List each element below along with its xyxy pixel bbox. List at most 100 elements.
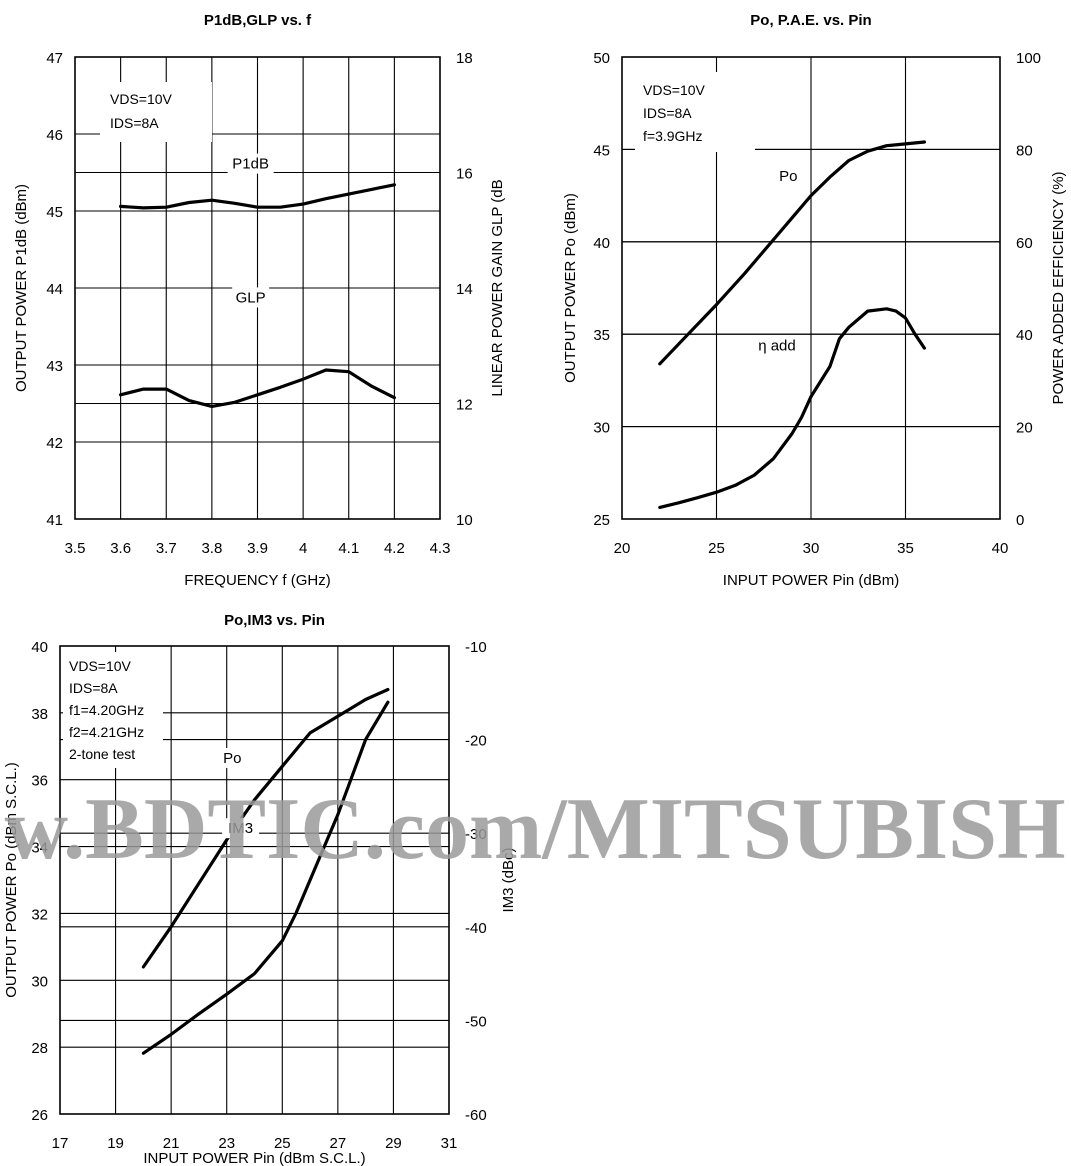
- y2-tick-label: 0: [1016, 512, 1024, 529]
- y-tick-label: 50: [593, 50, 610, 67]
- y-tick-label: 35: [593, 327, 610, 344]
- chart-title: Po,IM3 vs. Pin: [224, 612, 325, 629]
- series-label-bg: [222, 818, 260, 839]
- annotation-box: [63, 652, 163, 768]
- y-tick-label: 41: [46, 512, 63, 529]
- annotation-text: VDS=10V: [110, 91, 173, 107]
- y-axis-label: OUTPUT POWER Po (dBm): [562, 193, 579, 383]
- y-axis-label: OUTPUT POWER P1dB (dBm): [13, 184, 30, 392]
- x-tick-label: 3.5: [65, 540, 86, 557]
- series-label: Po: [779, 168, 797, 185]
- x-tick-label: 23: [218, 1135, 235, 1152]
- annotation-box: [100, 82, 212, 142]
- y2-tick-label: -10: [465, 639, 487, 656]
- y-tick-label: 32: [31, 906, 48, 923]
- y-tick-label: 30: [593, 420, 610, 437]
- annotation-text: IDS=8A: [69, 680, 118, 696]
- plot-frame: [59, 645, 450, 1115]
- x-tick-label: 19: [107, 1135, 124, 1152]
- x-tick-label: 3.8: [201, 540, 222, 557]
- annotation-text: f=3.9GHz: [643, 128, 703, 144]
- x-axis-label: INPUT POWER Pin (dBm): [723, 572, 899, 589]
- y-tick-label: 45: [593, 142, 610, 159]
- y2-tick-label: -60: [465, 1107, 487, 1124]
- y-tick-label: 36: [31, 773, 48, 790]
- x-tick-label: 30: [803, 540, 820, 557]
- y-tick-label: 46: [46, 127, 63, 144]
- chart-po-im3: VDS=10V IDS=8A f1=4.20GHz f2=4.21GHz 2-tone …: [3, 612, 517, 1166]
- x-tick-label: 17: [52, 1135, 69, 1152]
- plot-frame: [74, 56, 441, 520]
- x-tick-label: 31: [441, 1135, 458, 1152]
- x-tick-label: 3.9: [247, 540, 268, 557]
- y2-tick-label: 100: [1016, 50, 1041, 67]
- series-label-bg: [227, 153, 274, 174]
- y-tick-label: 25: [593, 512, 610, 529]
- series-line-0: [118, 183, 396, 210]
- y2-tick-label: -50: [465, 1013, 487, 1030]
- y2-tick-label: -40: [465, 920, 487, 937]
- series-label: Po: [223, 750, 241, 767]
- y2-tick-label: 60: [1016, 235, 1033, 252]
- y-tick-label: 34: [31, 840, 48, 857]
- series-label-bg: [232, 287, 270, 308]
- series-label-bg: [774, 165, 803, 186]
- y2-axis-label: LINEAR POWER GAIN GLP (dB: [489, 179, 506, 396]
- y-tick-label: 28: [31, 1040, 48, 1057]
- chart-title: Po, P.A.E. vs. Pin: [750, 12, 871, 29]
- y-tick-label: 38: [31, 706, 48, 723]
- x-tick-label: 35: [897, 540, 914, 557]
- y2-axis-label: IM3 (dBc): [500, 847, 517, 912]
- annotation-text: f1=4.20GHz: [69, 702, 144, 718]
- y-tick-label: 30: [31, 973, 48, 990]
- x-tick-label: 29: [385, 1135, 402, 1152]
- x-axis-label: INPUT POWER Pin (dBm S.C.L.): [143, 1150, 365, 1166]
- y-tick-label: 40: [31, 639, 48, 656]
- y2-tick-label: 14: [456, 281, 473, 298]
- x-tick-label: 20: [614, 540, 631, 557]
- chart-title: P1dB,GLP vs. f: [204, 12, 312, 29]
- y2-tick-label: 16: [456, 166, 473, 183]
- y-tick-label: 47: [46, 50, 63, 67]
- y2-tick-label: -20: [465, 733, 487, 750]
- x-tick-label: 4.2: [384, 540, 405, 557]
- y2-tick-label: 20: [1016, 420, 1033, 437]
- annotation-text: 2-tone test: [69, 746, 135, 762]
- annotation-text: IDS=8A: [110, 115, 159, 131]
- plot-frame: [621, 56, 1001, 520]
- y-tick-label: 44: [46, 281, 63, 298]
- y2-tick-label: 40: [1016, 327, 1033, 344]
- series-line-1: [658, 307, 927, 509]
- series-line-1: [141, 700, 390, 1055]
- y-tick-label: 40: [593, 235, 610, 252]
- y-tick-label: 42: [46, 435, 63, 452]
- y2-axis-label: POWER ADDED EFFICIENCY (%): [1050, 171, 1067, 404]
- x-tick-label: 25: [708, 540, 725, 557]
- y2-tick-label: 12: [456, 397, 473, 414]
- series-line-1: [118, 368, 396, 408]
- series-label: GLP: [236, 289, 266, 306]
- y2-tick-label: 10: [456, 512, 473, 529]
- x-tick-label: 3.6: [110, 540, 131, 557]
- annotation-text: IDS=8A: [643, 105, 692, 121]
- annotation-box: [635, 72, 755, 152]
- x-tick-label: 27: [330, 1135, 347, 1152]
- y2-tick-label: 80: [1016, 142, 1033, 159]
- series-label: η add: [758, 337, 796, 354]
- y2-tick-label: -30: [465, 826, 487, 843]
- series-line-0: [141, 687, 390, 969]
- watermark: w.BDTIC.com/MITSUBISH: [4, 781, 1065, 878]
- x-tick-label: 4.1: [338, 540, 359, 557]
- y-tick-label: 45: [46, 204, 63, 221]
- x-tick-label: 40: [992, 540, 1009, 557]
- x-tick-label: 25: [274, 1135, 291, 1152]
- series-label-bg: [749, 335, 805, 356]
- series-label-bg: [218, 748, 247, 768]
- x-tick-label: 21: [163, 1135, 180, 1152]
- x-tick-label: 4: [299, 540, 307, 557]
- y-tick-label: 43: [46, 358, 63, 375]
- series-line-0: [658, 140, 927, 366]
- x-tick-label: 3.7: [156, 540, 177, 557]
